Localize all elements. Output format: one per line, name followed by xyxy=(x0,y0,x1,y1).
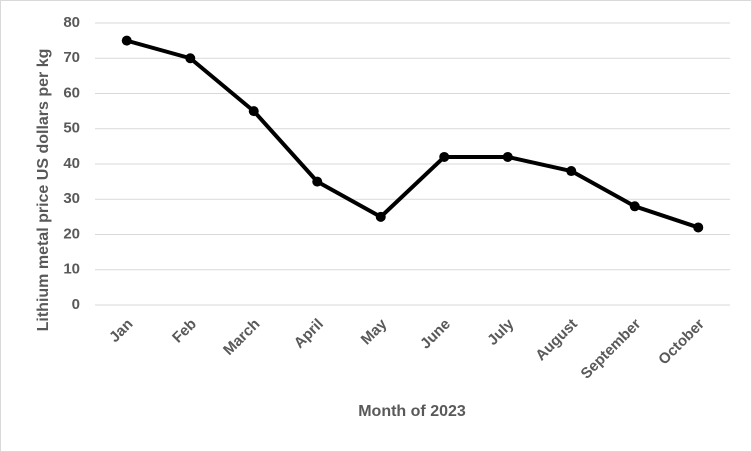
y-tick-label: 20 xyxy=(63,225,80,242)
data-point xyxy=(248,106,259,117)
data-point xyxy=(566,166,577,177)
data-point xyxy=(502,151,513,162)
y-tick-label: 80 xyxy=(63,14,80,31)
y-axis-label: Lithium metal price US dollars per kg xyxy=(35,49,52,332)
data-point xyxy=(185,53,196,64)
x-axis-label: Month of 2023 xyxy=(358,403,466,420)
data-point xyxy=(375,211,386,222)
y-tick-label: 50 xyxy=(63,120,80,137)
data-point xyxy=(629,201,640,212)
y-tick-label: 70 xyxy=(63,49,80,66)
y-tick-label: 30 xyxy=(63,190,80,207)
series-line xyxy=(126,38,699,230)
y-tick-label: 10 xyxy=(63,261,80,278)
data-point xyxy=(439,151,450,162)
y-tick-label: 0 xyxy=(72,296,80,313)
y-tick-label: 60 xyxy=(63,84,80,101)
data-point xyxy=(693,222,704,233)
y-tick-label: 40 xyxy=(63,155,80,172)
data-point xyxy=(312,176,323,187)
data-point xyxy=(121,35,132,46)
